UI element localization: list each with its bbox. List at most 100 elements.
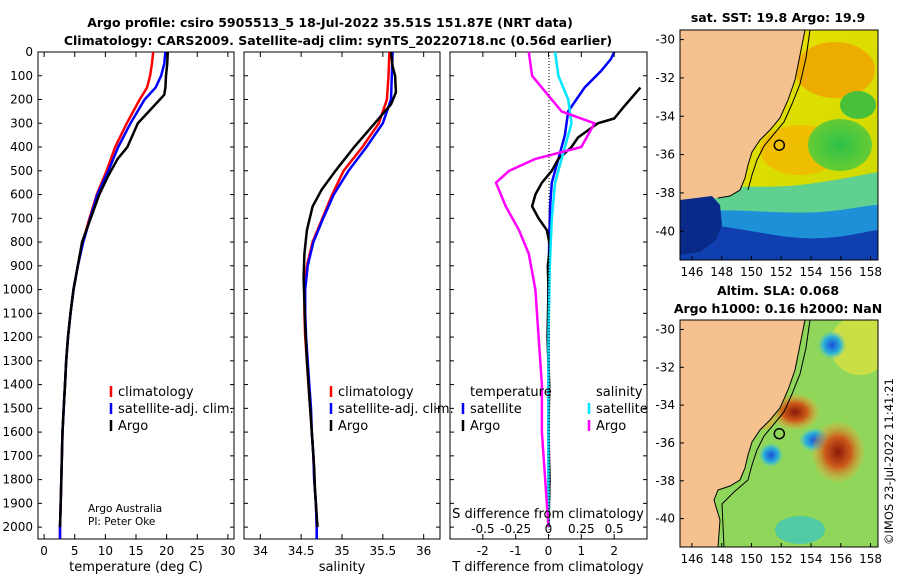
x-tick-label: 36: [416, 544, 431, 558]
depth-tick-label: 1200: [2, 330, 33, 344]
sst-map: [680, 30, 878, 260]
depth-tick-label: 100: [10, 69, 33, 83]
sla-coastline: [713, 320, 806, 547]
x-tick-label: 15: [128, 544, 143, 558]
temperature-tick-labels: 0 5 10 15 20 25 30: [38, 51, 236, 558]
sst-coldest: [680, 224, 878, 260]
imos-stamp: ©IMOS 23-Jul-2022 11:41:21: [882, 378, 896, 545]
sla-shelf-line: [721, 320, 811, 547]
legend-label-s-satellite: satellite: [596, 402, 648, 417]
lon-tick-label: 154: [800, 265, 823, 279]
credit-org: Argo Australia: [88, 503, 162, 515]
lon-tick-label: 156: [829, 265, 852, 279]
lat-tick-label: -34: [655, 398, 675, 412]
legend-title-salinity: salinity: [596, 385, 643, 400]
sla-land: [680, 320, 805, 547]
depth-tick-label: 1300: [2, 354, 33, 368]
figure-title-line1: Argo profile: csiro 5905513_5 18-Jul-202…: [87, 15, 573, 31]
x-tick-label: 1: [578, 544, 586, 558]
series-line-s-satellite: [547, 51, 573, 528]
series-line-satellite-adj-clim-: [58, 51, 167, 539]
depth-tick-label: 900: [10, 259, 33, 273]
s-diff-tick-label: -0.25: [500, 522, 531, 536]
lon-tick-label: 148: [710, 552, 733, 566]
s-diff-tick-label: -0.5: [471, 522, 494, 536]
series-line-s-argo: [494, 51, 597, 528]
sst-lon-tick-labels: 146 148 150 152 154 156 158: [680, 256, 882, 279]
x-tick-label: 10: [98, 544, 113, 558]
x-tick-label: 35.5: [369, 544, 396, 558]
s-diff-tick-label: 0.25: [568, 522, 595, 536]
x-tick-label: 5: [71, 544, 79, 558]
legend-label-climatology: climatology: [338, 385, 414, 400]
sst-warm-patch: [795, 42, 875, 98]
s-difference-xlabel: S difference from climatology: [452, 507, 644, 522]
depth-tick-label: 800: [10, 235, 33, 249]
sla-lat-tick-labels: -30 -32 -34 -36 -38 -40: [655, 322, 684, 526]
temperature-xlabel: temperature (deg C): [69, 560, 203, 575]
x-tick-label: 25: [190, 544, 205, 558]
salinity-legend: climatology satellite-adj. clim. Argo: [329, 385, 454, 434]
x-tick-label: -2: [477, 544, 489, 558]
x-tick-label: 0: [40, 544, 48, 558]
sla-warm-eddy-2: [812, 422, 864, 482]
temperature-legend: climatology satellite-adj. clim. Argo: [109, 385, 234, 434]
x-tick-label: 34: [253, 544, 268, 558]
series-line-climatology: [303, 51, 391, 539]
lat-tick-label: -32: [655, 71, 675, 85]
lon-tick-label: 148: [710, 265, 733, 279]
sst-land: [680, 30, 805, 200]
salinity-tick-labels: 34 34.5 35 35.5 36: [244, 51, 440, 558]
sla-map-title-line1: Altim. SLA: 0.068: [717, 283, 839, 298]
x-tick-label: -1: [510, 544, 522, 558]
depth-tick-label: 1700: [2, 449, 33, 463]
x-tick-label: 2: [610, 544, 618, 558]
lon-tick-label: 156: [829, 552, 852, 566]
sst-green-eddy-2: [840, 91, 876, 119]
sst-shelf-line: [747, 30, 811, 191]
legend-label-satellite: satellite-adj. clim.: [118, 402, 234, 417]
depth-tick-label: 1400: [2, 378, 33, 392]
salinity-axes: [243, 51, 441, 540]
s-diff-tick-label: 0.5: [605, 522, 624, 536]
series-line-argo: [302, 51, 398, 528]
lon-tick-label: 154: [800, 552, 823, 566]
sla-float-marker: [773, 427, 786, 440]
difference-profiles: [494, 51, 642, 528]
lat-tick-label: -38: [655, 474, 675, 488]
lon-tick-label: 146: [680, 265, 703, 279]
depth-tick-label: 2000: [2, 520, 33, 534]
difference-legend: temperature salinity satellite Argo sate…: [461, 385, 648, 434]
depth-tick-label: 300: [10, 116, 33, 130]
lat-tick-label: -40: [655, 224, 675, 238]
legend-title-temperature: temperature: [470, 385, 552, 400]
series-line-t-satellite: [547, 51, 616, 528]
lat-tick-label: -34: [655, 109, 675, 123]
series-line-argo: [58, 51, 170, 528]
depth-tick-label: 1000: [2, 283, 33, 297]
legend-label-climatology: climatology: [118, 385, 194, 400]
sst-float-marker: [773, 139, 786, 151]
sst-map-frame: [679, 29, 879, 261]
depth-tick-label: 1500: [2, 401, 33, 415]
x-tick-label: 34.5: [288, 544, 315, 558]
x-tick-label: 0: [545, 544, 553, 558]
t-difference-xlabel: T difference from climatology: [451, 560, 644, 575]
sla-cold-eddy-4: [775, 516, 825, 544]
depth-tick-label: 1800: [2, 473, 33, 487]
lon-tick-label: 152: [770, 552, 793, 566]
sla-map-frame: [679, 319, 879, 548]
depth-tick-label: 700: [10, 211, 33, 225]
sla-warm-eddy-1: [771, 394, 819, 430]
x-tick-label: 30: [220, 544, 235, 558]
lon-tick-label: 146: [680, 552, 703, 566]
lat-tick-label: -36: [655, 148, 675, 162]
sst-tasmania-sea: [680, 196, 722, 255]
salinity-xlabel: salinity: [319, 560, 366, 575]
depth-tick-label: 400: [10, 140, 33, 154]
x-tick-label: 20: [159, 544, 174, 558]
sst-coastline: [717, 30, 806, 199]
lon-tick-label: 158: [859, 265, 882, 279]
depth-tick-label: 600: [10, 188, 33, 202]
